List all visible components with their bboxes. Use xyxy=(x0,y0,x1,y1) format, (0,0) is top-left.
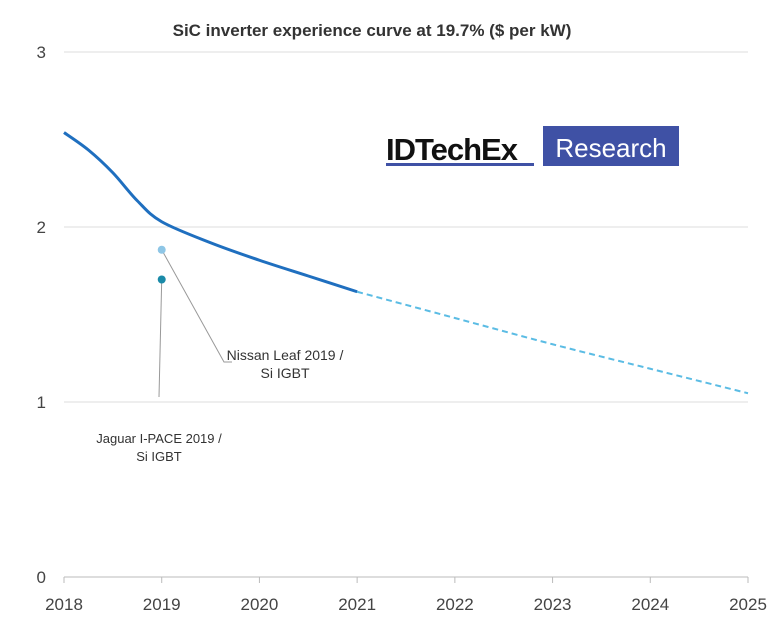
y-tick-label: 2 xyxy=(37,218,46,237)
logo-right-text: Research xyxy=(555,133,666,163)
x-tick-label: 2020 xyxy=(241,595,279,614)
logo-left-text: IDTechEx xyxy=(386,132,519,167)
y-tick-label: 0 xyxy=(37,568,46,587)
x-tick-label: 2024 xyxy=(631,595,669,614)
solid-series-line xyxy=(63,131,358,294)
nissan-point xyxy=(157,245,166,254)
x-tick-label: 2021 xyxy=(338,595,376,614)
nissan-leader-line xyxy=(161,249,232,363)
y-tick-label: 1 xyxy=(37,393,46,412)
logo: IDTechEx Research xyxy=(386,126,679,167)
jaguar-label: Jaguar I-PACE 2019 / xyxy=(96,431,222,446)
dashed-series-line xyxy=(356,290,749,395)
chart-title: SiC inverter experience curve at 19.7% (… xyxy=(173,21,572,40)
x-tick-label: 2019 xyxy=(143,595,181,614)
y-tick-label: 3 xyxy=(37,43,46,62)
x-tick-label: 2022 xyxy=(436,595,474,614)
x-tick-label: 2018 xyxy=(45,595,83,614)
nissan-label: Si IGBT xyxy=(260,365,309,381)
logo-box xyxy=(543,126,679,166)
jaguar-label: Si IGBT xyxy=(136,449,182,464)
nissan-label: Nissan Leaf 2019 / xyxy=(227,347,344,363)
logo-underline xyxy=(386,163,534,166)
x-tick-label: 2025 xyxy=(729,595,767,614)
x-tick-label: 2023 xyxy=(534,595,572,614)
jaguar-leader-line xyxy=(158,279,163,398)
jaguar-point xyxy=(157,275,166,284)
